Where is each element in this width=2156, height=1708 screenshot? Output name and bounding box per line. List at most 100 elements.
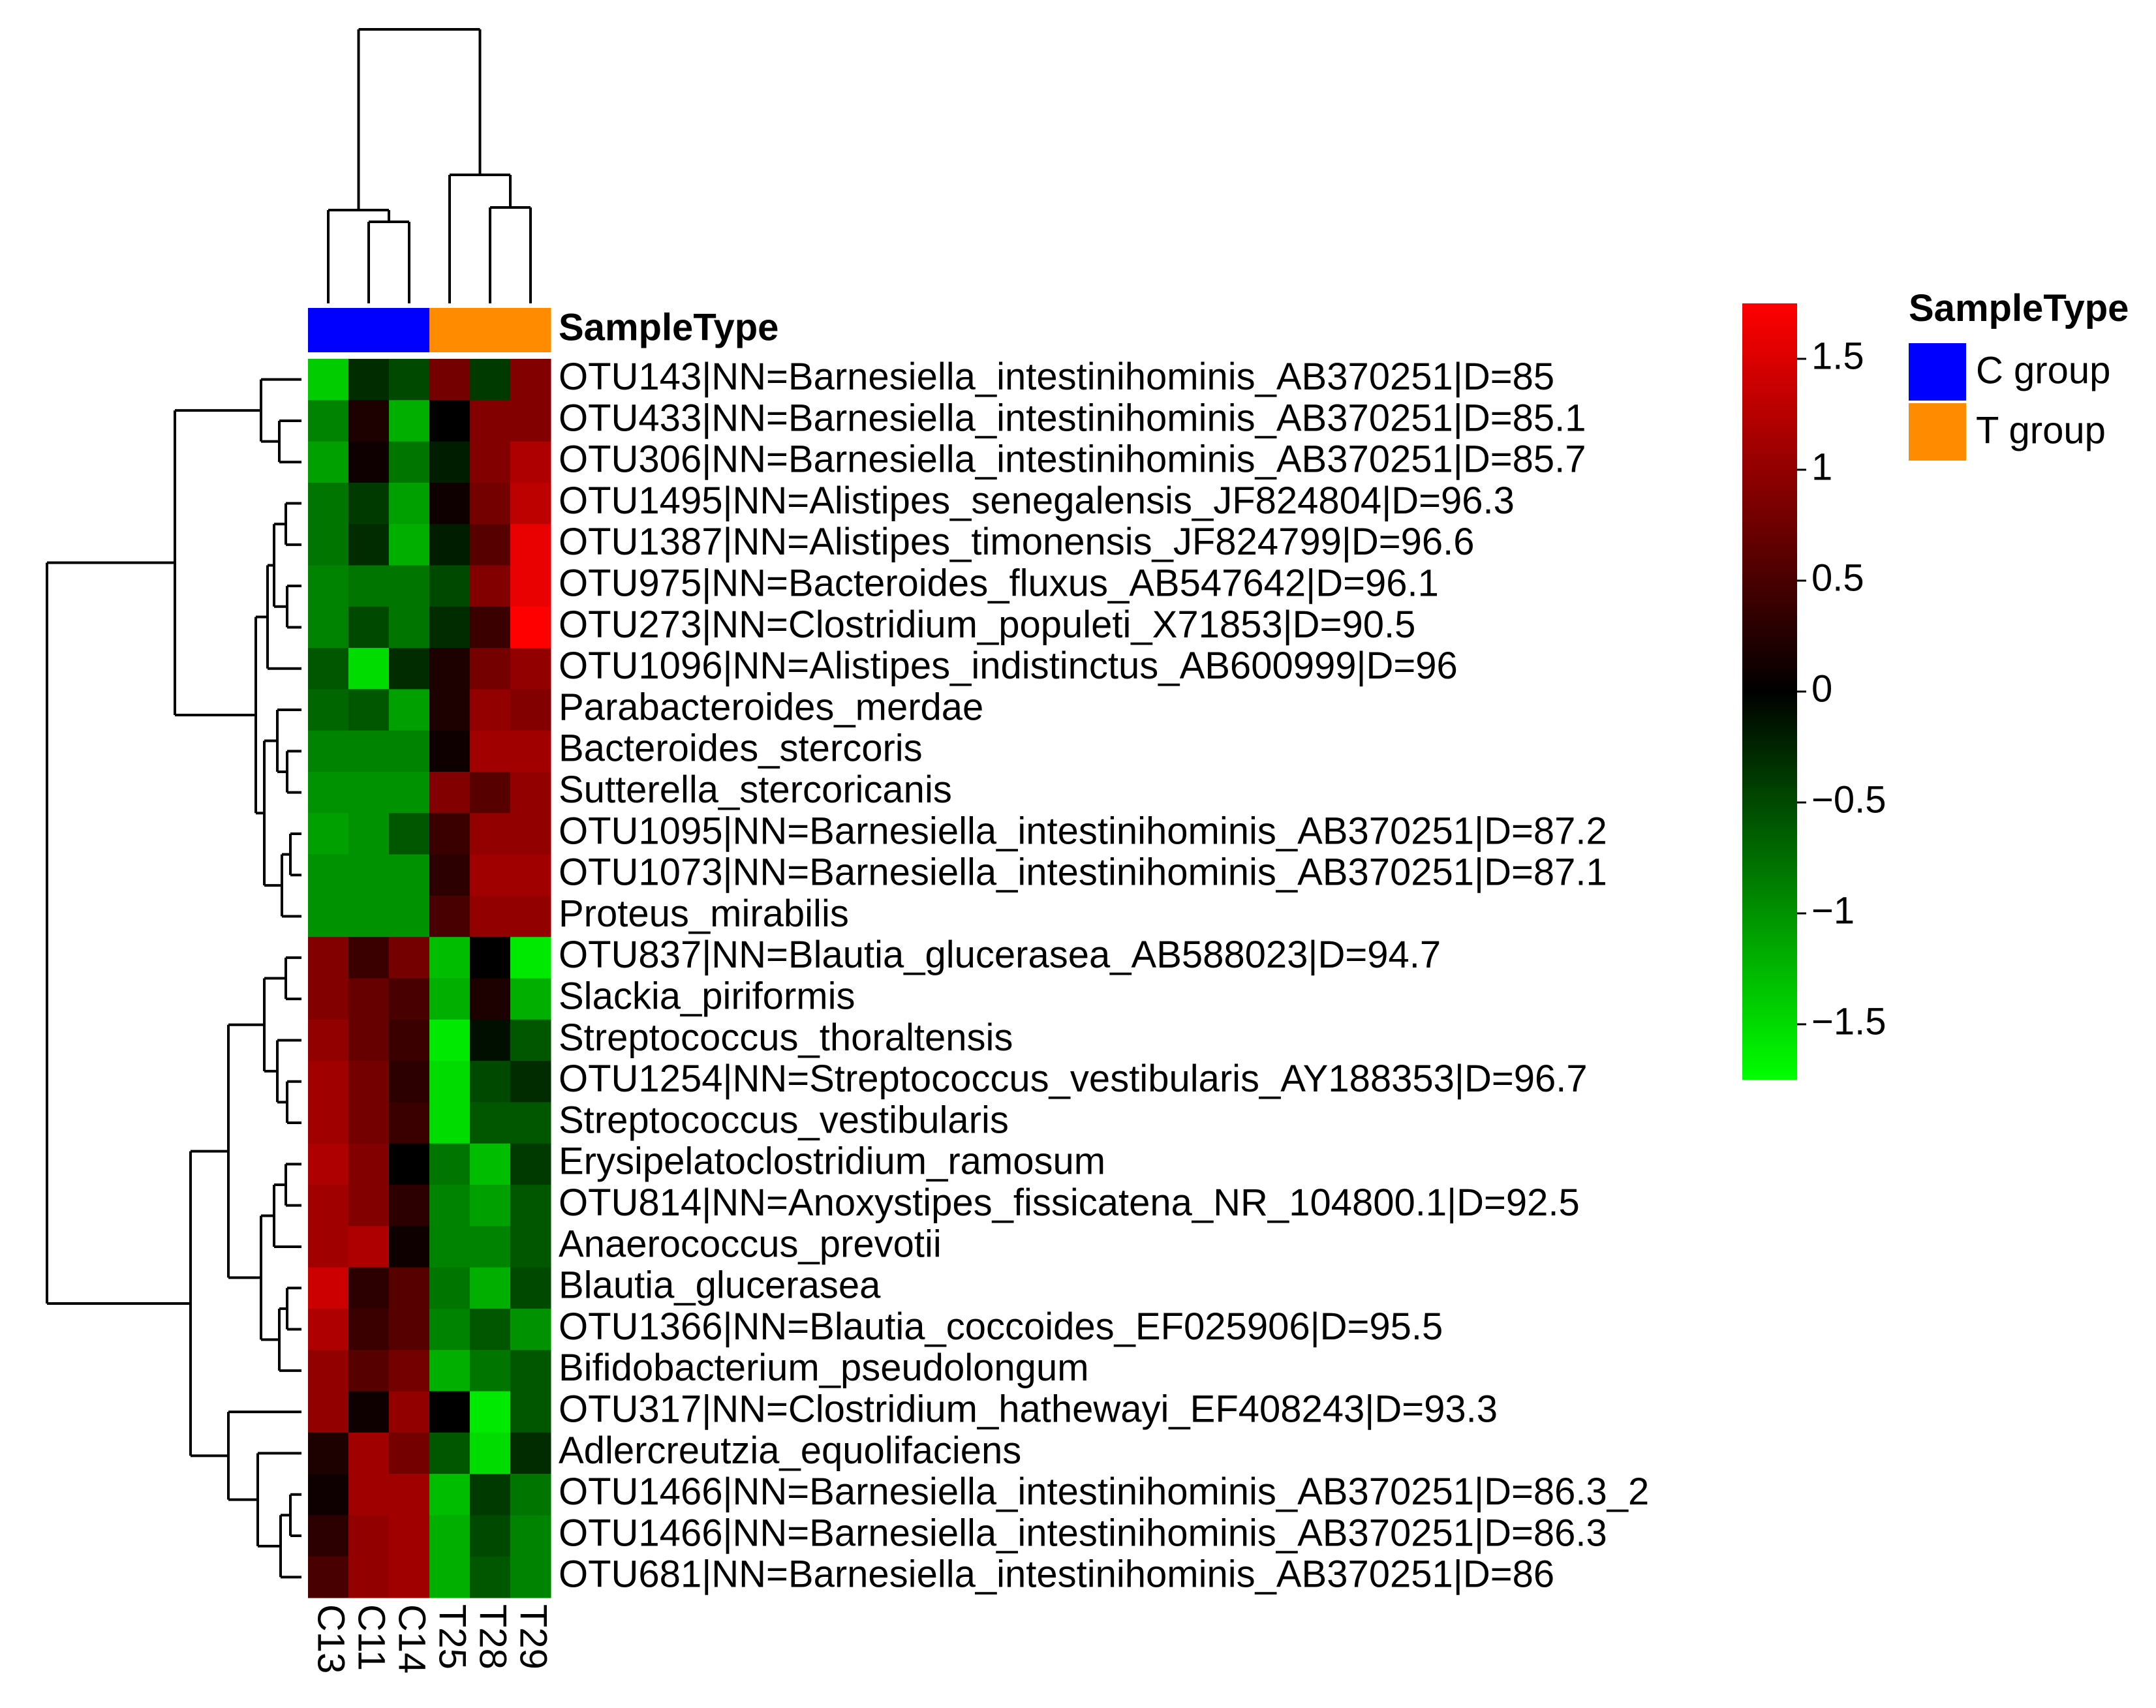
heatmap-cells: [308, 359, 551, 1598]
color-scale-tick-label: 0: [1811, 667, 1832, 710]
heatmap-cell: [429, 1432, 470, 1474]
heatmap-cell: [348, 937, 390, 979]
heatmap-cell: [308, 1267, 349, 1309]
heatmap-cell: [429, 1226, 470, 1268]
heatmap-cell: [510, 1391, 551, 1433]
heatmap-cell: [429, 482, 470, 525]
heatmap-cell: [470, 689, 511, 731]
heatmap-cell: [429, 565, 470, 607]
heatmap-cell: [308, 1556, 349, 1598]
heatmap-cell: [389, 648, 430, 690]
heatmap-cell: [429, 772, 470, 814]
column-dendrogram: [327, 28, 532, 303]
heatmap-cell: [389, 441, 430, 483]
heatmap-cell: [308, 1308, 349, 1350]
row-label: OTU433|NN=Barnesiella_intestinihominis_A…: [559, 397, 1586, 439]
heatmap-cell: [348, 648, 390, 690]
heatmap-cell: [348, 359, 390, 401]
heatmap-cell: [429, 1061, 470, 1103]
heatmap-cell: [470, 1350, 511, 1392]
column-label: C11: [350, 1604, 393, 1671]
heatmap-cell: [389, 937, 430, 979]
heatmap-cell: [308, 565, 349, 607]
heatmap-cell: [389, 1350, 430, 1392]
heatmap-cell: [308, 482, 349, 525]
column-label: C14: [391, 1604, 433, 1673]
row-label: Streptococcus_vestibularis: [559, 1099, 1009, 1141]
heatmap-cell: [348, 1556, 390, 1598]
heatmap-cell: [348, 524, 390, 566]
column-label: T28: [472, 1604, 514, 1670]
heatmap-cell: [348, 1185, 390, 1227]
heatmap-cell: [510, 1061, 551, 1103]
heatmap-cell: [510, 1267, 551, 1309]
heatmap-cell: [429, 359, 470, 401]
heatmap-cell: [470, 813, 511, 855]
heatmap-cell: [510, 895, 551, 938]
heatmap-cell: [389, 1102, 430, 1144]
heatmap-cell: [348, 400, 390, 442]
heatmap-cell: [348, 1391, 390, 1433]
heatmap-cell: [470, 1061, 511, 1103]
heatmap-cell: [429, 1143, 470, 1185]
heatmap-cell: [389, 1061, 430, 1103]
heatmap-cell: [308, 1515, 349, 1557]
heatmap-cell: [510, 648, 551, 690]
heatmap-cell: [308, 648, 349, 690]
heatmap-cell: [510, 1432, 551, 1474]
row-labels: OTU143|NN=Barnesiella_intestinihominis_A…: [559, 356, 1649, 1596]
heatmap-cell: [510, 813, 551, 855]
row-label: OTU1387|NN=Alistipes_timonensis_JF824799…: [559, 521, 1475, 563]
heatmap-cell: [510, 937, 551, 979]
heatmap-cell: [470, 565, 511, 607]
heatmap-cell: [308, 524, 349, 566]
heatmap-cell: [470, 1432, 511, 1474]
heatmap-cell: [429, 689, 470, 731]
legend-label: T group: [1976, 409, 2106, 451]
color-scale-tick-label: −0.5: [1811, 778, 1886, 821]
annotation-cell: [510, 308, 551, 352]
heatmap-cell: [510, 565, 551, 607]
heatmap-cell: [389, 854, 430, 896]
row-label: OTU1466|NN=Barnesiella_intestinihominis_…: [559, 1471, 1649, 1513]
heatmap-cell: [429, 648, 470, 690]
heatmap-cell: [429, 606, 470, 648]
heatmap-cell: [510, 1019, 551, 1061]
heatmap-cell: [470, 1019, 511, 1061]
heatmap-cell: [510, 400, 551, 442]
color-scale-tick-label: 0.5: [1811, 557, 1864, 599]
row-dendrogram: [46, 378, 301, 1579]
row-label: OTU681|NN=Barnesiella_intestinihominis_A…: [559, 1553, 1554, 1596]
heatmap-cell: [510, 359, 551, 401]
heatmap-cell: [389, 1143, 430, 1185]
heatmap-cell: [470, 1185, 511, 1227]
heatmap-cell: [470, 1102, 511, 1144]
heatmap-cell: [470, 895, 511, 938]
heatmap-cell: [429, 524, 470, 566]
heatmap-cell: [308, 772, 349, 814]
heatmap-cell: [389, 895, 430, 938]
heatmap-cell: [429, 1474, 470, 1516]
heatmap-cell: [429, 441, 470, 483]
heatmap-cell: [348, 1143, 390, 1185]
color-scale-tick-label: 1.5: [1811, 335, 1864, 377]
heatmap-cell: [510, 1556, 551, 1598]
heatmap-cell: [510, 1308, 551, 1350]
heatmap-cell: [429, 1350, 470, 1392]
annotation-cell: [348, 308, 390, 352]
heatmap-cell: [429, 1391, 470, 1433]
heatmap-cell: [348, 813, 390, 855]
heatmap-cell: [429, 978, 470, 1020]
heatmap-cell: [389, 1267, 430, 1309]
color-scale-bar: [1742, 303, 1797, 1080]
annotation-cell: [470, 308, 511, 352]
heatmap-cell: [348, 1267, 390, 1309]
heatmap-cell: [308, 813, 349, 855]
heatmap-cell: [510, 730, 551, 772]
heatmap-cell: [510, 854, 551, 896]
heatmap-cell: [510, 1102, 551, 1144]
row-label: OTU1366|NN=Blautia_coccoides_EF025906|D=…: [559, 1305, 1443, 1348]
legend-swatch: [1909, 403, 1966, 461]
heatmap-cell: [308, 689, 349, 731]
